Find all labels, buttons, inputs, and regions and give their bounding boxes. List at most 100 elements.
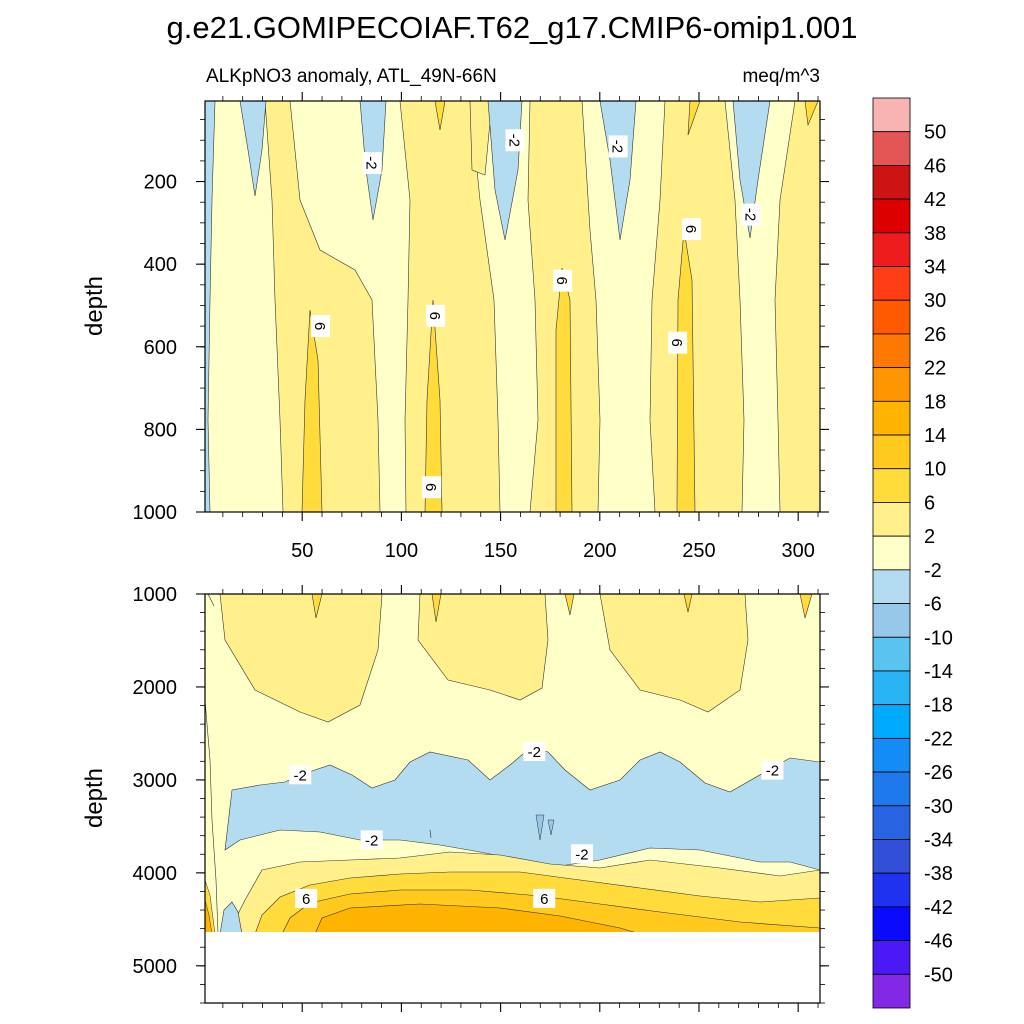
- contour-label-text: 6: [668, 338, 685, 346]
- y-tick-label: 800: [144, 419, 177, 441]
- contour-label-text: -2: [742, 208, 759, 221]
- contour-label-bg: [362, 151, 382, 174]
- colorbar-swatch: [872, 839, 911, 874]
- top-ylabel: depth: [81, 276, 108, 336]
- contour-label-bg: [553, 269, 573, 292]
- top-axes: 200 400 600 800 1000 50 100 150 200 250 300: [133, 92, 829, 562]
- colorbar-label: -14: [924, 661, 953, 683]
- contour-label: 6: [668, 331, 688, 354]
- colorbar-swatch: [872, 906, 911, 941]
- top-panel-field: [205, 101, 820, 512]
- colorbar-label: 26: [924, 324, 946, 346]
- colorbar-swatch: [872, 670, 911, 706]
- contour-label: 6: [426, 304, 446, 327]
- contour-label: 6: [422, 476, 442, 499]
- y-tick-label: 400: [144, 254, 177, 276]
- band-neg6-neg2: [219, 901, 243, 934]
- contour-label-text: 6: [311, 322, 328, 330]
- colorbar-label: 30: [924, 290, 946, 312]
- colorbar-swatch: [872, 973, 911, 1009]
- colorbar-swatch: [872, 704, 911, 739]
- x-tick-label: 250: [682, 540, 715, 562]
- contour-label-text: -2: [363, 156, 380, 169]
- bottom-contour-labels: -2 -2 -2 -2 -2 6 6: [289, 742, 784, 908]
- colorbar-swatch: [872, 434, 911, 470]
- contour-label-bg: [682, 218, 702, 241]
- contour-label: -2: [505, 129, 525, 152]
- y-tick-label: 600: [144, 337, 177, 359]
- y-tick-label: 3000: [133, 770, 178, 792]
- colorbar-label: -6: [924, 594, 942, 616]
- colorbar-label: -38: [924, 863, 953, 885]
- colorbar-swatch: [872, 333, 911, 369]
- colorbar-swatch: [872, 535, 911, 571]
- contour-label-text: 6: [553, 277, 570, 285]
- contour-label-bg: [533, 888, 556, 908]
- x-tick-label: 150: [484, 540, 517, 562]
- y-tick-label: 1000: [133, 584, 178, 606]
- colorbar-swatch: [872, 131, 911, 166]
- contour-label-text: -2: [609, 140, 626, 153]
- contour-label-bg: [608, 135, 628, 158]
- contour-label-bg: [523, 742, 546, 762]
- chart-title: g.e21.GOMIPECOIAF.T62_g17.CMIP6-omip1.00…: [167, 10, 858, 45]
- contour-label: 6: [295, 888, 318, 908]
- y-tick-label: 4000: [133, 863, 178, 885]
- colorbar-label: -22: [924, 728, 953, 750]
- contour-label: 6: [311, 315, 331, 338]
- contour-label-text: -2: [365, 832, 378, 849]
- contour-label-bg: [668, 331, 688, 354]
- contour-label-text: -2: [505, 134, 522, 147]
- contour-label-bg: [505, 129, 525, 152]
- x-tick-label: 100: [385, 540, 418, 562]
- contour-label-bg: [289, 765, 312, 785]
- colorbar-label: 46: [924, 155, 946, 177]
- top-contour-labels: -2 -2 -2 -2 6 6 6 6 6 6: [311, 129, 761, 499]
- band-2-6: [599, 594, 749, 713]
- band-6-10: [676, 229, 696, 512]
- contour-label: -2: [289, 765, 312, 785]
- contour-label-text: 6: [426, 312, 443, 320]
- colorbar-label: -2: [924, 560, 942, 582]
- colorbar-label: 38: [924, 223, 946, 245]
- colorbar-swatch: [872, 569, 911, 604]
- contour-label-text: -2: [766, 763, 779, 780]
- band-6-10: [434, 101, 819, 136]
- contour-label-text: -2: [528, 744, 541, 761]
- colorbar-swatch: [872, 165, 911, 200]
- colorbar-label: -50: [924, 964, 953, 986]
- band-2-6: [417, 594, 549, 701]
- bottom-axes: 1000 2000 3000 4000 5000: [133, 584, 829, 1012]
- contour-label: -2: [362, 151, 382, 174]
- band-neg10-neg6: [535, 814, 545, 841]
- contour-label-text: -2: [575, 846, 588, 863]
- contour-label: 6: [553, 269, 573, 292]
- colorbar-label: 34: [924, 257, 946, 279]
- colorbar-swatch: [872, 771, 911, 807]
- contour-label-bg: [295, 888, 318, 908]
- contour-label-text: -2: [294, 767, 307, 784]
- colorbar-swatch: [872, 636, 911, 672]
- band-2-6: [264, 101, 381, 512]
- colorbar-swatch: [872, 872, 911, 908]
- contour-label-bg: [426, 304, 446, 327]
- colorbar-swatch: [872, 299, 911, 335]
- contour-label-bg: [761, 760, 784, 780]
- band-6-10: [301, 309, 323, 512]
- colorbar-label: 2: [924, 526, 935, 548]
- contour-label-text: 6: [302, 891, 310, 908]
- colorbar-label: 50: [924, 122, 946, 144]
- contour-label-bg: [360, 830, 383, 850]
- colorbar-label: -10: [924, 627, 953, 649]
- top-panel-frame: [204, 100, 821, 513]
- contour-label: 6: [682, 218, 702, 241]
- band-2-6: [469, 101, 493, 176]
- contour-label-text: 6: [682, 225, 699, 233]
- no-data-fill: [205, 933, 820, 1003]
- contour-label-text: 6: [540, 891, 548, 908]
- contour-label: -2: [570, 844, 593, 864]
- contour-label-bg: [311, 315, 331, 338]
- colorbar-swatch: [872, 603, 911, 638]
- colorbar-label: -18: [924, 695, 953, 717]
